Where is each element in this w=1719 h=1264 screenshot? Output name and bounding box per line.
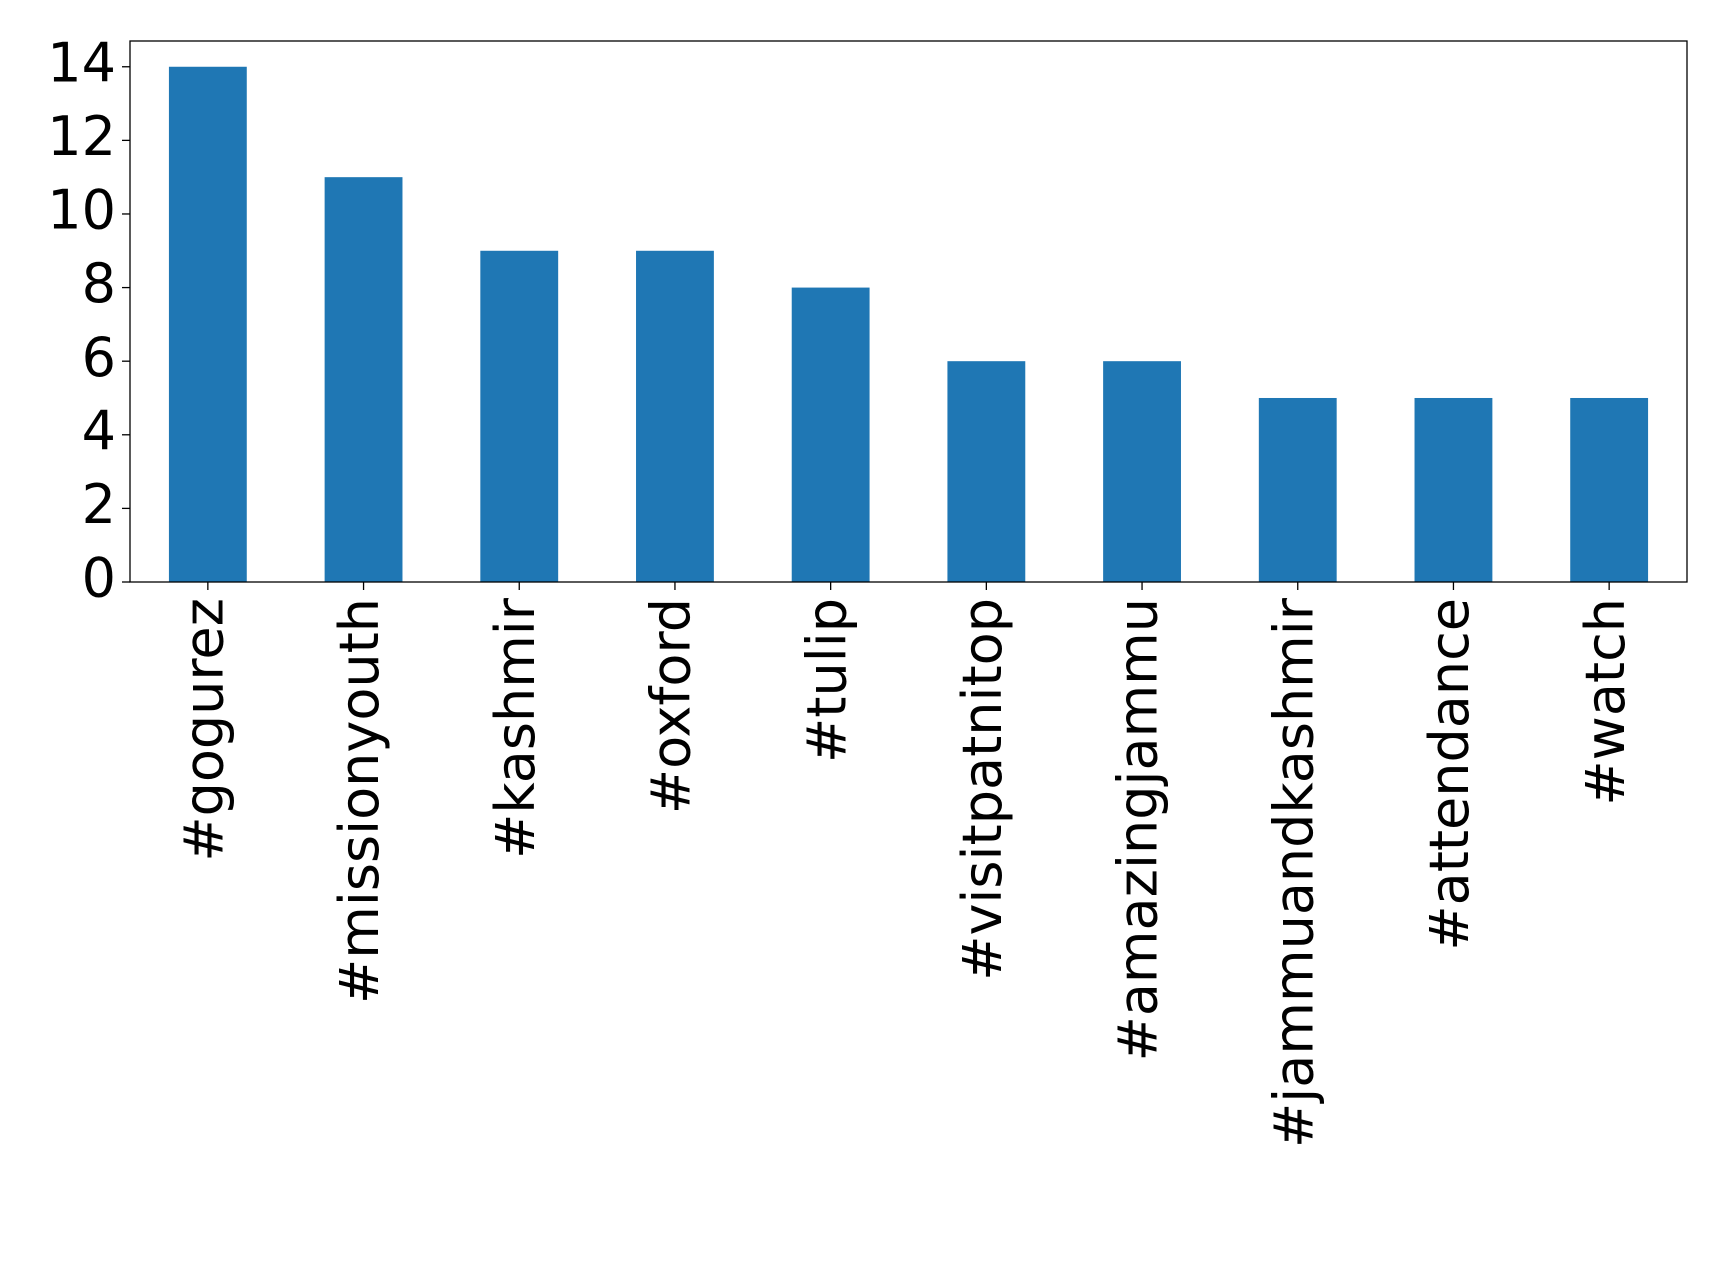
x-tick-label: #missionyouth	[328, 598, 391, 1004]
x-tick-label: #visitpatnitop	[951, 598, 1014, 981]
x-tick-label: #amazingjammu	[1107, 598, 1170, 1061]
x-tick-label: #jammuandkashmir	[1262, 597, 1325, 1148]
y-tick-label: 8	[82, 252, 116, 315]
bar	[791, 287, 870, 582]
bar	[1258, 397, 1337, 582]
y-tick-label: 4	[82, 399, 116, 462]
x-tick-label: #kashmir	[484, 597, 547, 859]
x-tick-label: #oxford	[640, 598, 703, 814]
bar	[1570, 397, 1649, 582]
y-tick-label: 10	[47, 179, 116, 242]
bar	[480, 250, 559, 582]
y-tick-label: 0	[82, 547, 116, 610]
x-tick-label: #watch	[1574, 598, 1637, 806]
x-tick-label: #gogurez	[172, 598, 235, 862]
y-tick-label: 2	[82, 473, 116, 536]
y-tick-label: 14	[47, 31, 116, 94]
bar	[1414, 397, 1493, 582]
y-tick-label: 6	[82, 326, 116, 389]
bar	[947, 361, 1026, 582]
x-tick-label: #tulip	[795, 598, 858, 763]
y-tick-label: 12	[47, 105, 116, 168]
bar	[1103, 361, 1181, 582]
x-tick-label: #attendance	[1418, 598, 1481, 951]
bar	[168, 66, 247, 582]
plot-frame	[129, 40, 1688, 583]
bar	[636, 250, 714, 582]
bar	[324, 177, 403, 582]
